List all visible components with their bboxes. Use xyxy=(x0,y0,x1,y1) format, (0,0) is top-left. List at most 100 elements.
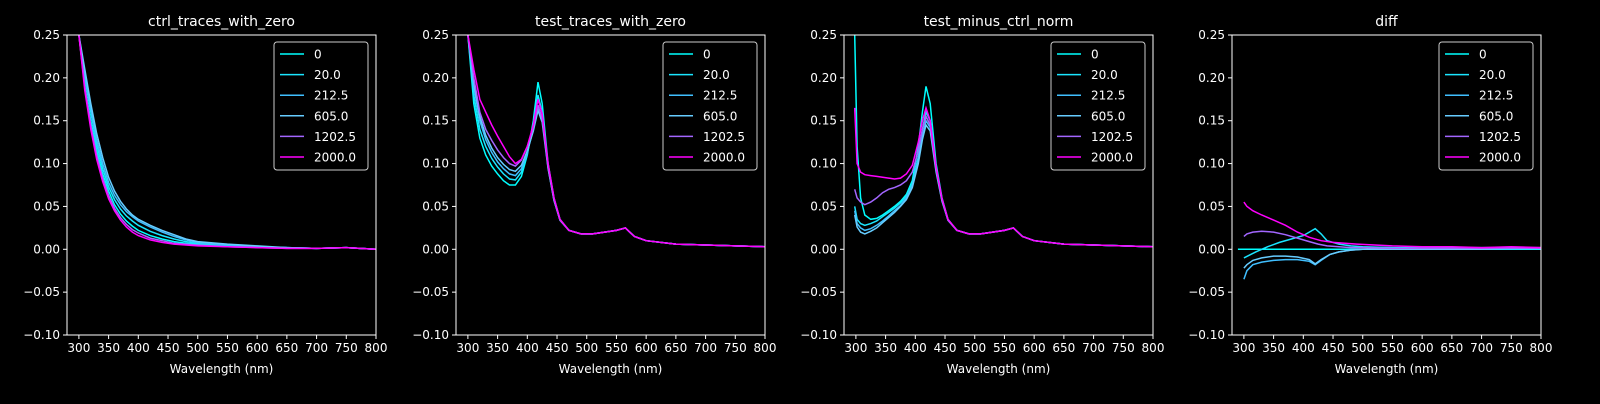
x-tick-label: 800 xyxy=(1142,341,1165,355)
x-tick-label: 300 xyxy=(1232,341,1255,355)
series-line-5 xyxy=(1243,230,1541,250)
legend-entry: 1202.5 xyxy=(1091,130,1133,144)
legend-entry: 20.0 xyxy=(1479,68,1506,82)
x-tick-label: 550 xyxy=(216,341,239,355)
y-tick-label: 0.05 xyxy=(33,199,60,213)
x-tick-label: 350 xyxy=(1262,341,1285,355)
x-tick-label: 300 xyxy=(67,341,90,355)
legend-entry: 212.5 xyxy=(314,89,348,103)
y-tick-label: 0.00 xyxy=(33,242,60,256)
x-axis-label: Wavelength (nm) xyxy=(170,362,274,376)
plot-frame xyxy=(66,34,377,336)
legend-entry: 212.5 xyxy=(703,89,737,103)
y-tick-label: 0.05 xyxy=(1198,199,1225,213)
x-tick-label: 550 xyxy=(1381,341,1404,355)
x-tick-label: 650 xyxy=(275,341,298,355)
x-tick-label: 450 xyxy=(546,341,569,355)
y-tick-label: −0.10 xyxy=(23,328,60,342)
legend-entry: 2000.0 xyxy=(1091,151,1133,165)
y-tick-label: 0.20 xyxy=(1198,71,1225,85)
y-tick-label: 0.00 xyxy=(810,242,837,256)
x-tick-label: 650 xyxy=(664,341,687,355)
x-tick-label: 750 xyxy=(1500,341,1523,355)
y-tick-label: 0.15 xyxy=(422,114,449,128)
legend-entry: 605.0 xyxy=(1091,109,1125,123)
legend-entry: 605.0 xyxy=(314,109,348,123)
legend-entry: 1202.5 xyxy=(1479,130,1521,144)
y-tick-label: 0.20 xyxy=(810,71,837,85)
x-tick-label: 450 xyxy=(1322,341,1345,355)
y-tick-label: 0.25 xyxy=(810,28,837,42)
x-tick-label: 600 xyxy=(635,341,658,355)
x-tick-label: 400 xyxy=(127,341,150,355)
y-tick-label: 0.15 xyxy=(1198,114,1225,128)
chart-panel-2: 300 350 400 450 500 550 600 650 700 750 800 −0.10 −0… xyxy=(412,14,776,376)
y-tick-label: 0.00 xyxy=(422,242,449,256)
x-tick-label: 350 xyxy=(97,341,120,355)
x-tick-label: 750 xyxy=(724,341,747,355)
legend: 0 20.0 212.5 605.0 1202.5 2000.0 xyxy=(1438,41,1534,171)
x-tick-label: 300 xyxy=(456,341,479,355)
series-line-4 xyxy=(78,35,376,251)
chart-title: test_traces_with_zero xyxy=(535,14,686,30)
y-tick-label: 0.10 xyxy=(422,157,449,171)
y-tick-label: 0.20 xyxy=(33,71,60,85)
chart-title: ctrl_traces_with_zero xyxy=(148,14,295,30)
x-tick-label: 300 xyxy=(844,341,867,355)
x-tick-label: 450 xyxy=(157,341,180,355)
legend-entry: 20.0 xyxy=(314,68,341,82)
x-tick-label: 750 xyxy=(1112,341,1135,355)
y-tick-label: 0.15 xyxy=(810,114,837,128)
x-tick-label: 450 xyxy=(934,341,957,355)
x-tick-label: 650 xyxy=(1052,341,1075,355)
y-tick-label: −0.05 xyxy=(412,285,449,299)
legend-entry: 1202.5 xyxy=(703,130,745,144)
x-tick-label: 700 xyxy=(1470,341,1493,355)
x-tick-label: 550 xyxy=(993,341,1016,355)
x-tick-label: 650 xyxy=(1440,341,1463,355)
y-tick-label: 0.00 xyxy=(1198,242,1225,256)
legend-entry: 1202.5 xyxy=(314,130,356,144)
x-tick-label: 800 xyxy=(365,341,388,355)
legend-entry: 2000.0 xyxy=(314,151,356,165)
y-tick-label: 0.25 xyxy=(33,28,60,42)
legend-entry: 605.0 xyxy=(1479,109,1513,123)
x-tick-label: 800 xyxy=(754,341,777,355)
y-tick-label: 0.20 xyxy=(422,71,449,85)
legend-entry: 20.0 xyxy=(703,68,730,82)
legend-entry: 0 xyxy=(703,48,711,62)
chart-panel-4: 300 350 400 450 500 550 600 650 700 750 800 −0.10 −0… xyxy=(1188,14,1552,376)
legend-entry: 605.0 xyxy=(703,109,737,123)
chart-panel-3: 300 350 400 450 500 550 600 650 700 750 800 −0.10 −0… xyxy=(800,14,1164,376)
x-tick-label: 700 xyxy=(305,341,328,355)
legend-entry: 0 xyxy=(1479,48,1487,62)
y-tick-label: 0.15 xyxy=(33,114,60,128)
legend: 0 20.0 212.5 605.0 1202.5 2000.0 xyxy=(662,41,758,171)
x-tick-label: 400 xyxy=(516,341,539,355)
y-tick-label: 0.10 xyxy=(1198,157,1225,171)
y-tick-label: −0.10 xyxy=(1188,328,1225,342)
y-tick-label: −0.10 xyxy=(412,328,449,342)
x-tick-label: 600 xyxy=(246,341,269,355)
series-line-2 xyxy=(1243,227,1541,259)
y-tick-label: 0.05 xyxy=(422,199,449,213)
x-tick-label: 600 xyxy=(1411,341,1434,355)
series-line-6 xyxy=(467,35,765,248)
plot-frame xyxy=(843,34,1154,336)
x-axis-label: Wavelength (nm) xyxy=(1335,362,1439,376)
legend-entry: 0 xyxy=(1091,48,1099,62)
legend-entry: 212.5 xyxy=(1091,89,1125,103)
x-tick-label: 500 xyxy=(1351,341,1374,355)
legend-entry: 2000.0 xyxy=(1479,151,1521,165)
x-tick-label: 700 xyxy=(694,341,717,355)
legend-entry: 0 xyxy=(314,48,322,62)
x-tick-label: 700 xyxy=(1082,341,1105,355)
y-tick-label: 0.25 xyxy=(422,28,449,42)
x-tick-label: 500 xyxy=(963,341,986,355)
y-tick-label: −0.05 xyxy=(800,285,837,299)
legend-entry: 212.5 xyxy=(1479,89,1513,103)
x-tick-label: 500 xyxy=(575,341,598,355)
x-tick-label: 400 xyxy=(1292,341,1315,355)
